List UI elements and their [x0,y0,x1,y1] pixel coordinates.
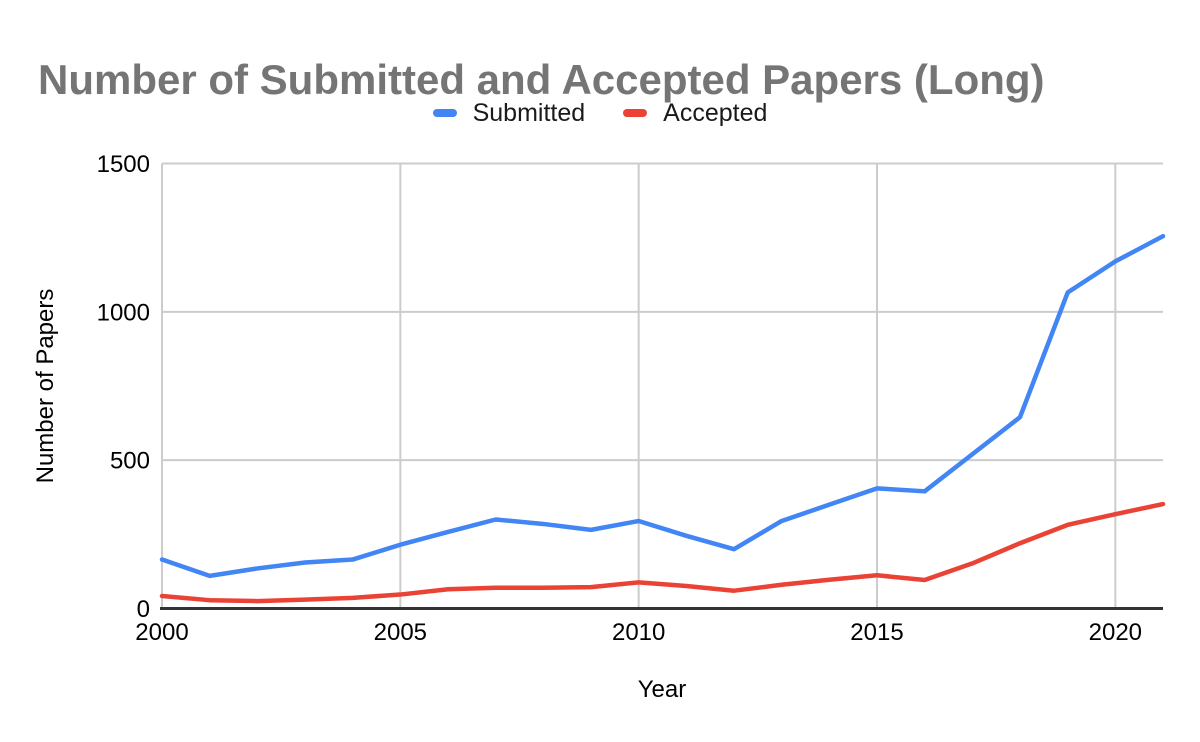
x-tick-label: 2000 [135,619,188,646]
y-tick-label: 1500 [97,151,150,178]
submitted-series-swatch-icon [432,109,457,117]
series-line-accepted [159,501,1166,604]
accepted-series-swatch-icon [623,109,648,117]
y-tick-label: 1000 [97,299,150,326]
x-tick-label: 2020 [1089,619,1142,646]
x-tick-label: 2015 [850,619,903,646]
x-tick-label: 2010 [612,619,665,646]
legend-label-accepted: Accepted [663,98,768,127]
x-axis-title: Year [637,676,687,703]
y-tick-label: 0 [137,596,150,623]
series-line-submitted [159,233,1166,579]
x-tick-label: 2005 [374,619,427,646]
chart-title: Number of Submitted and Accepted Papers … [38,56,1045,104]
legend-item-submitted: Submitted [432,98,586,128]
legend-item-accepted: Accepted [623,99,767,128]
y-tick-label: 500 [110,448,150,475]
legend: Submitted Accepted [0,97,1200,129]
legend-label-submitted: Submitted [472,98,586,127]
